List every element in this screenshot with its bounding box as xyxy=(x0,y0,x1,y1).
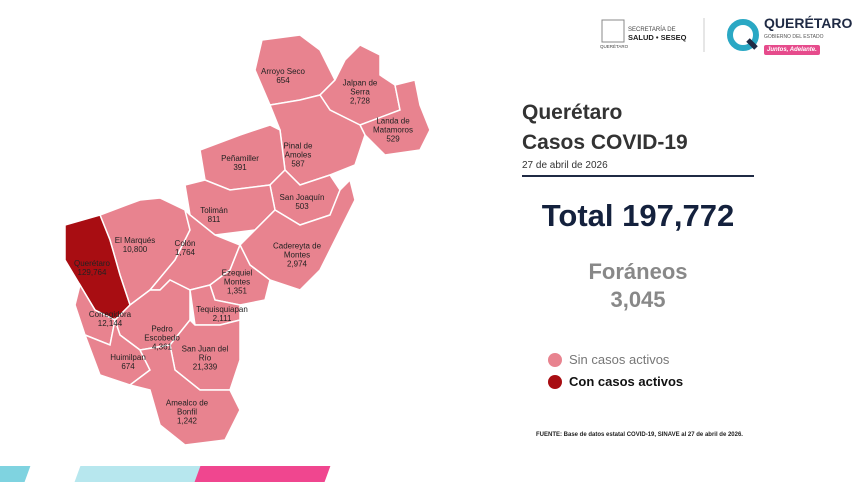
municipality-label: El Marqués 10,800 xyxy=(109,236,161,254)
municipality-name: Corregidora xyxy=(88,310,132,319)
decor-bar xyxy=(184,466,331,482)
municipality-name: Amealco de Bonfil xyxy=(165,398,209,417)
gov-sub: GOBIERNO DEL ESTADO xyxy=(764,34,824,40)
legend-label: Con casos activos xyxy=(569,374,684,389)
municipality-cases: 1,764 xyxy=(174,248,196,257)
municipality-cases: 654 xyxy=(276,76,290,85)
municipality-cases: 811 xyxy=(207,215,221,224)
gov-logo-text: QUERÉTARO GOBIERNO DEL ESTADO Juntos, Adel… xyxy=(764,15,853,55)
municipality-cases: 21,339 xyxy=(192,362,218,372)
municipality-label: Landa de Matamoros 529 xyxy=(367,117,419,144)
municipality-label: San Juan del Río 21,339 xyxy=(179,345,231,372)
municipality-name: Jalpan de Serra xyxy=(342,78,378,97)
date: 27 de abril de 2026 xyxy=(522,160,608,171)
municipality-name: El Marqués xyxy=(114,236,156,245)
municipality-cases: 10,800 xyxy=(122,245,148,254)
queretaro-logo xyxy=(727,19,759,51)
municipality-cases: 12,144 xyxy=(97,319,123,328)
source: FUENTE: Base de datos estatal COVID-19, … xyxy=(536,432,743,438)
municipality-name: Landa de Matamoros xyxy=(372,116,413,135)
municipality-name: Tequisquiapan xyxy=(196,305,248,314)
municipality-cases: 391 xyxy=(233,163,247,172)
municipality-label: Ezequiel Montes 1,351 xyxy=(211,269,263,296)
municipality-label: Corregidora 12,144 xyxy=(84,310,136,328)
title-line: Querétaro xyxy=(522,101,623,124)
municipality-cases: 1,351 xyxy=(226,286,248,296)
municipality-name: Pinal de Amoles xyxy=(283,141,313,160)
municipality-name: Huimilpan xyxy=(110,353,146,362)
municipality-label: Huimilpan 674 xyxy=(102,353,154,371)
municipality-label: Amealco de Bonfil 1,242 xyxy=(161,399,213,426)
legend-item: Con casos activos xyxy=(548,374,683,389)
municipality-cases: 2,111 xyxy=(212,314,232,323)
municipality-name: Querétaro xyxy=(73,259,111,268)
municipality-cases: 129,764 xyxy=(77,268,107,277)
total: Total 197,772 xyxy=(541,198,735,233)
municipality-label: Cadereyta de Montes 2,974 xyxy=(271,242,323,269)
decor-bar xyxy=(74,466,201,482)
legend-item: Sin casos activos xyxy=(548,352,669,367)
title: Querétaro Casos COVID-19 xyxy=(522,98,688,158)
municipality-name: Arroyo Seco xyxy=(260,67,306,76)
municipality-label: Peñamiller 391 xyxy=(214,154,266,172)
municipality-label: San Joaquín 503 xyxy=(276,193,328,211)
municipality-cases: 2,728 xyxy=(349,96,371,106)
legend-swatch xyxy=(548,374,562,389)
foraneos: Foráneos 3,045 xyxy=(522,258,754,314)
municipality-label: Pedro Escobedo 4,361 xyxy=(136,325,188,352)
decor-bar xyxy=(0,466,31,482)
municipality-cases: 2,974 xyxy=(286,259,308,269)
municipality-name: Peñamiller xyxy=(221,154,259,163)
municipality-label: Arroyo Seco 654 xyxy=(257,67,309,85)
seseq-text: SECRETARÍA DE SALUD • SESEQ xyxy=(628,26,686,42)
title-line: Casos COVID-19 xyxy=(522,131,688,154)
municipality-cases: 503 xyxy=(295,202,309,211)
municipality xyxy=(358,79,431,156)
seseq-line: SECRETARÍA DE xyxy=(628,27,676,33)
seseq-logo xyxy=(601,19,625,43)
municipality-name: Pedro Escobedo xyxy=(144,324,180,343)
municipality-cases: 1,242 xyxy=(176,416,198,426)
municipality-cases: 4,361 xyxy=(151,342,173,352)
municipality-cases: 674 xyxy=(121,362,135,371)
foraneos-label: Foráneos xyxy=(588,259,688,284)
municipality-label: Tolimán 811 xyxy=(188,206,240,224)
foraneos-value: 3,045 xyxy=(610,287,666,312)
municipality-name: Cadereyta de Montes xyxy=(272,241,322,260)
queretaro-logo xyxy=(746,38,758,50)
municipality-cases: 587 xyxy=(291,159,305,169)
municipality-label: Tequisquiapan 2,111 xyxy=(196,305,248,323)
municipality-label: Querétaro 129,764 xyxy=(66,259,118,277)
rule xyxy=(522,175,754,177)
municipality-label: Colón 1,764 xyxy=(159,239,211,257)
municipality-label: Jalpan de Serra 2,728 xyxy=(334,79,386,106)
municipality-name: San Juan del Río xyxy=(181,344,229,363)
seseq-line: SALUD • SESEQ xyxy=(628,33,687,42)
legend-label: Sin casos activos xyxy=(569,352,670,367)
municipality-label: Pinal de Amoles 587 xyxy=(272,142,324,169)
gov-slogan: Juntos, Adelante. xyxy=(764,45,820,55)
municipality xyxy=(128,344,241,446)
municipality-name: San Joaquín xyxy=(279,193,325,202)
legend-swatch xyxy=(548,352,562,367)
gov-name: QUERÉTARO xyxy=(764,15,853,31)
seseq-sub: QUERÉTARO xyxy=(600,44,629,49)
municipality-name: Tolimán xyxy=(200,206,228,215)
municipality-name: Colón xyxy=(174,239,196,248)
municipality-cases: 529 xyxy=(386,134,400,144)
municipality-name: Ezequiel Montes xyxy=(221,268,253,287)
